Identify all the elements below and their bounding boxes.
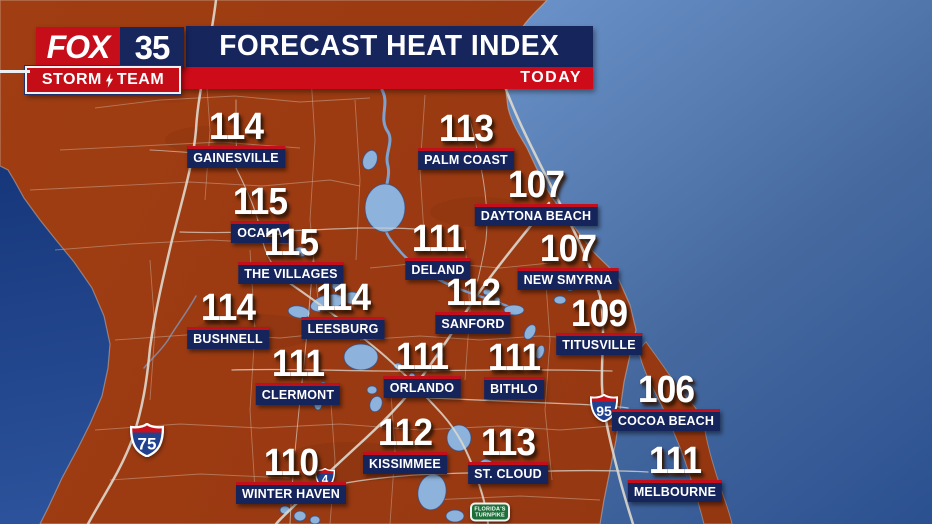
road-i95 (502, 82, 635, 524)
team-text: TEAM (116, 71, 165, 88)
fox-logo-red-box: FOX (36, 27, 120, 68)
fox35-logo: FOX 35 (36, 27, 184, 68)
fox-logo-text: FOX (46, 29, 111, 65)
fox-logo-number-box: 35 (120, 27, 184, 68)
subtitle-today: TODAY (520, 69, 582, 86)
fox-logo-number: 35 (134, 28, 171, 66)
subtitle-banner: TODAY (179, 67, 593, 89)
header-underline (0, 70, 30, 73)
barrier-island (639, 341, 733, 524)
storm-team-banner: STORM TEAM (25, 66, 181, 94)
storm-text: STORM (41, 71, 102, 88)
lightning-bolt-icon (105, 72, 113, 88)
title-banner: FORECAST HEAT INDEX (186, 26, 593, 67)
page-title: FORECAST HEAT INDEX (219, 30, 560, 62)
